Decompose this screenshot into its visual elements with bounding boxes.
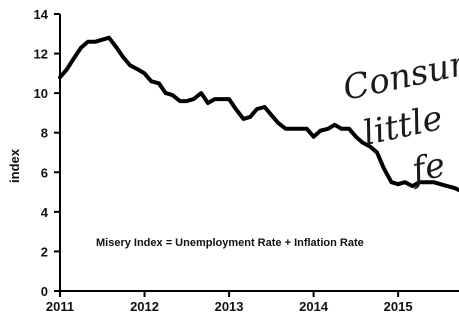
y-tick-label: 8 (41, 126, 48, 141)
y-axis-ticks: 0 2 4 6 8 10 12 14 (34, 7, 60, 299)
y-tick-label: 14 (34, 7, 49, 22)
y-tick-label: 10 (34, 86, 48, 101)
formula-annotation: Misery Index = Unemployment Rate + Infla… (96, 237, 364, 249)
y-axis-title: index (7, 148, 22, 183)
y-tick-label: 4 (41, 205, 49, 220)
handwritten-line-1: Consum (340, 41, 459, 109)
y-tick-label: 12 (34, 47, 48, 62)
x-tick-label: 2014 (299, 299, 329, 314)
x-tick-label: 2012 (130, 299, 159, 314)
x-tick-label: 2013 (215, 299, 244, 314)
y-tick-label: 0 (41, 284, 48, 299)
x-axis: 2011 2012 2013 2014 2015 (46, 290, 459, 314)
x-axis-ticks: 2011 2012 2013 2014 2015 (46, 291, 413, 314)
y-axis: 0 2 4 6 8 10 12 14 index (7, 7, 61, 299)
handwritten-text: Consum little fe (340, 41, 459, 192)
y-tick-label: 2 (41, 244, 48, 259)
misery-index-line (58, 35, 459, 193)
x-tick-label: 2015 (384, 299, 413, 314)
x-tick-label: 2011 (46, 299, 74, 314)
y-tick-label: 6 (41, 165, 48, 180)
